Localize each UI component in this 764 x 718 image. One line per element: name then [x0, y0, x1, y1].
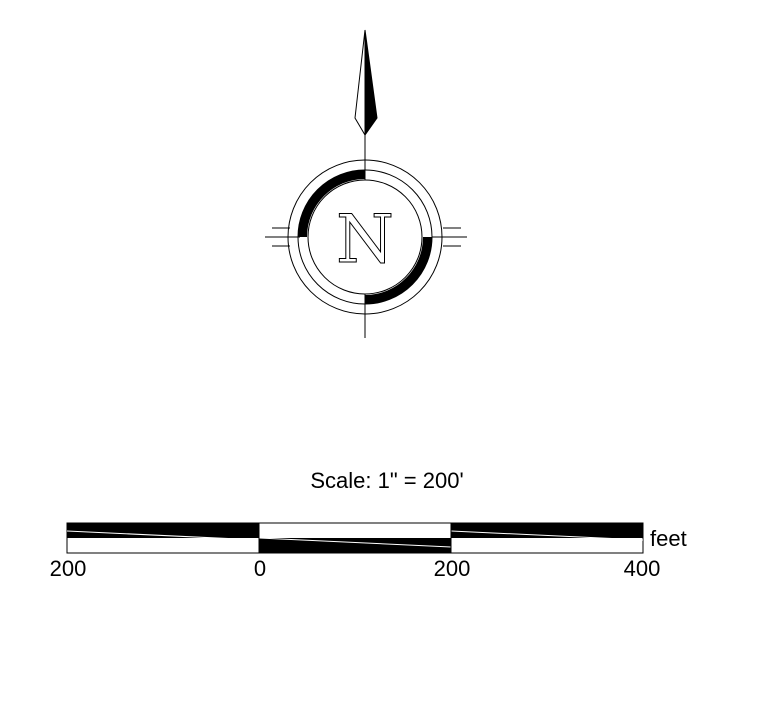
scale-tick-label: 200: [49, 556, 87, 581]
inner-ring: [307, 179, 423, 295]
arrow-head-right-half: [364, 29, 378, 137]
scale-hatch-3: [450, 530, 644, 541]
scale-segment-upper-1: [67, 523, 259, 538]
scale-hatch-2: [258, 537, 452, 548]
scale-segment-upper-3: [451, 523, 643, 538]
scale-tick-label: 400: [623, 556, 661, 581]
arrow-head-left-half: [354, 29, 366, 137]
scale-unit-label: feet: [650, 526, 687, 551]
north-letter: N: [336, 201, 394, 278]
scale-hatch-1: [66, 530, 260, 541]
outer-ring: [287, 159, 443, 315]
north-arrow-symbol: N: [265, 29, 467, 338]
scale-bar-graphic: [66, 522, 644, 554]
scale-tick-label: 200: [433, 556, 471, 581]
scale-title: Scale: 1" = 200': [310, 468, 464, 493]
ring-fill-se: [365, 237, 432, 304]
ring-fill-nw: [298, 170, 365, 237]
scale-tick-label: 0: [253, 556, 267, 581]
scale-segment-lower-2: [259, 538, 451, 553]
